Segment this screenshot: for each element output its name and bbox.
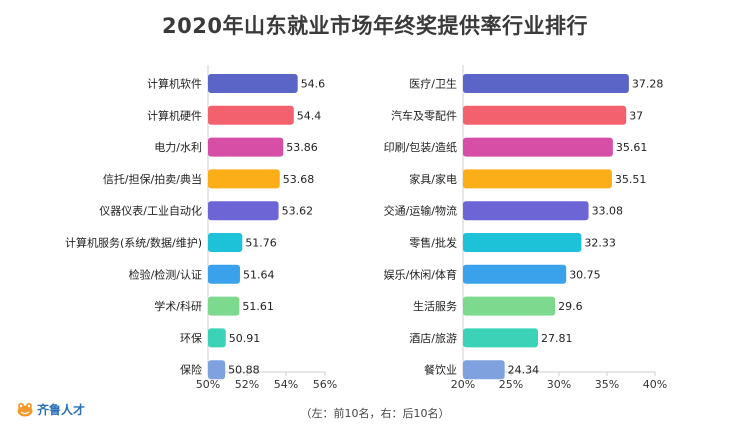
data-label: 50.88 bbox=[228, 364, 260, 377]
bar bbox=[208, 360, 226, 380]
category-label: 家具/家电 bbox=[409, 172, 457, 186]
data-label: 51.76 bbox=[245, 237, 277, 250]
bar bbox=[208, 328, 226, 348]
category-label: 零售/批发 bbox=[409, 236, 457, 250]
x-tick-label: 52% bbox=[235, 378, 259, 391]
bar bbox=[463, 360, 505, 380]
bar bbox=[208, 74, 298, 93]
data-label: 30.75 bbox=[569, 268, 601, 281]
data-label: 35.51 bbox=[615, 173, 647, 186]
data-label: 37 bbox=[629, 109, 643, 122]
data-label: 54.6 bbox=[301, 78, 326, 91]
x-tick-label: 50% bbox=[196, 378, 220, 391]
category-label: 交通/运输/物流 bbox=[384, 204, 457, 218]
bar bbox=[208, 233, 243, 252]
data-label: 29.6 bbox=[558, 300, 583, 313]
data-label: 51.64 bbox=[243, 268, 274, 281]
bar bbox=[463, 296, 556, 316]
data-label: 33.08 bbox=[592, 205, 624, 218]
bar bbox=[463, 328, 538, 348]
category-label: 印刷/包装/造纸 bbox=[384, 140, 457, 154]
bar bbox=[463, 201, 589, 221]
category-label: 环保 bbox=[180, 331, 202, 345]
data-label: 35.61 bbox=[616, 141, 648, 154]
chart-note: （左：前10名，右：后10名） bbox=[300, 407, 450, 420]
bar bbox=[208, 137, 284, 157]
x-tick-label: 20% bbox=[451, 378, 475, 391]
category-label: 电力/水利 bbox=[154, 141, 202, 154]
category-label: 计算机硬件 bbox=[147, 108, 202, 122]
category-label: 餐饮业 bbox=[424, 363, 457, 377]
data-label: 37.28 bbox=[632, 78, 664, 91]
bar bbox=[463, 264, 567, 284]
brand-logo: 齐鲁人才 bbox=[16, 398, 85, 420]
bar bbox=[208, 201, 279, 221]
bar bbox=[463, 169, 612, 189]
bar bbox=[463, 105, 627, 125]
bar bbox=[208, 296, 240, 316]
category-label: 学术/科研 bbox=[154, 299, 202, 313]
category-label: 保险 bbox=[180, 363, 202, 377]
data-label: 51.61 bbox=[242, 300, 274, 313]
data-label: 50.91 bbox=[229, 332, 261, 345]
bar bbox=[463, 233, 582, 252]
category-label: 汽车及零配件 bbox=[391, 108, 457, 122]
bar bbox=[208, 264, 240, 284]
x-tick-label: 30% bbox=[547, 378, 571, 391]
bar bbox=[208, 169, 280, 189]
brand-logo-text: 齐鲁人才 bbox=[37, 402, 86, 417]
x-tick-label: 25% bbox=[499, 378, 523, 391]
data-label: 24.34 bbox=[508, 364, 540, 377]
category-label: 检验/检测/认证 bbox=[129, 267, 202, 281]
bar bbox=[463, 137, 613, 157]
category-label: 生活服务 bbox=[413, 299, 457, 313]
category-label: 计算机软件 bbox=[147, 77, 202, 91]
data-label: 27.81 bbox=[541, 332, 573, 345]
category-label: 酒店/旅游 bbox=[409, 331, 457, 345]
category-label: 计算机服务(系统/数据/维护) bbox=[65, 236, 202, 250]
x-tick-label: 54% bbox=[274, 378, 298, 391]
x-tick-label: 56% bbox=[313, 378, 337, 391]
bar bbox=[463, 74, 629, 93]
category-label: 仪器仪表/工业自动化 bbox=[99, 204, 202, 218]
x-tick-label: 35% bbox=[595, 378, 619, 391]
category-label: 医疗/卫生 bbox=[409, 77, 457, 91]
category-label: 娱乐/休闲/体育 bbox=[384, 267, 457, 281]
data-label: 53.68 bbox=[283, 173, 315, 186]
bar bbox=[208, 105, 294, 125]
category-label: 信托/担保/拍卖/典当 bbox=[103, 172, 202, 186]
data-label: 53.62 bbox=[282, 205, 314, 218]
data-label: 32.33 bbox=[584, 237, 616, 250]
x-tick-label: 40% bbox=[643, 378, 667, 391]
data-label: 53.86 bbox=[286, 141, 318, 154]
frog-logo-icon bbox=[17, 403, 33, 417]
chart-title: 2020年山东就业市场年终奖提供率行业排行 bbox=[162, 14, 588, 38]
data-label: 54.4 bbox=[297, 109, 322, 122]
